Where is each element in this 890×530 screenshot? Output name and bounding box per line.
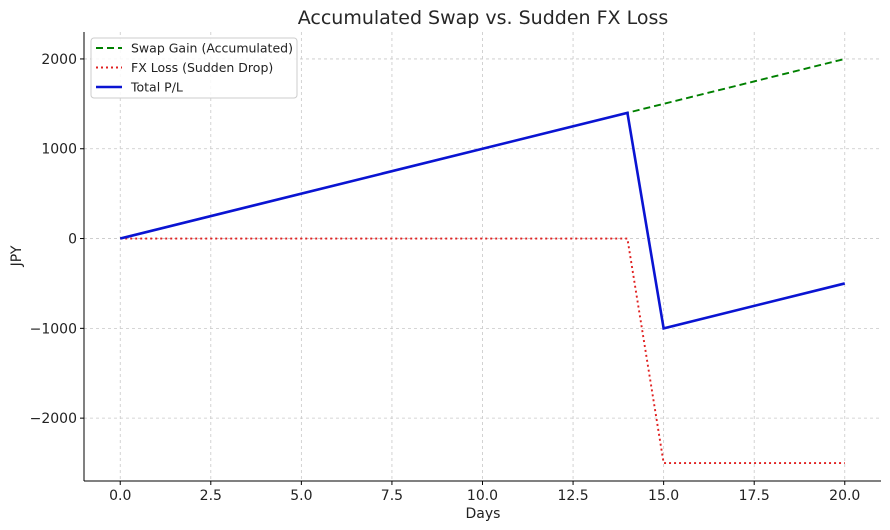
legend-label-swap-gain-accumulated: Swap Gain (Accumulated) xyxy=(131,41,293,56)
chart-title: Accumulated Swap vs. Sudden FX Loss xyxy=(298,7,669,29)
y-axis-ticks: −2000 −1000 0 1000 2000 xyxy=(30,52,84,427)
legend-label-total-p-l: Total P/L xyxy=(130,80,183,95)
x-tick-label: 20.0 xyxy=(829,488,860,504)
series-line-fx-loss-sudden-drop xyxy=(120,237,845,464)
y-axis-title: JPY xyxy=(9,245,25,267)
x-tick-label: 10.0 xyxy=(467,488,498,504)
legend-label-fx-loss-sudden-drop: FX Loss (Sudden Drop) xyxy=(131,60,273,75)
x-axis-title: Days xyxy=(466,506,501,522)
y-tick-label: 0 xyxy=(68,232,77,248)
legend: Swap Gain (Accumulated) FX Loss (Sudden D… xyxy=(90,37,298,99)
y-tick-label: 1000 xyxy=(41,142,77,158)
series-line-total-p-l xyxy=(119,111,846,330)
y-tick-label: −2000 xyxy=(30,411,77,427)
x-axis-ticks: 0.0 2.5 5.0 7.5 10.0 12.5 15.0 17.5 20.0 xyxy=(109,481,860,504)
series-layer xyxy=(119,58,846,464)
legend-frame xyxy=(90,37,298,99)
x-tick-label: 7.5 xyxy=(381,488,403,504)
x-tick-label: 17.5 xyxy=(739,488,770,504)
x-tick-label: 2.5 xyxy=(200,488,222,504)
y-tick-label: 2000 xyxy=(41,52,77,68)
x-tick-label: 0.0 xyxy=(109,488,131,504)
x-tick-label: 12.5 xyxy=(557,488,588,504)
x-tick-label: 15.0 xyxy=(648,488,679,504)
x-tick-label: 5.0 xyxy=(290,488,312,504)
gridlines xyxy=(84,32,881,481)
y-tick-label: −1000 xyxy=(30,321,77,337)
